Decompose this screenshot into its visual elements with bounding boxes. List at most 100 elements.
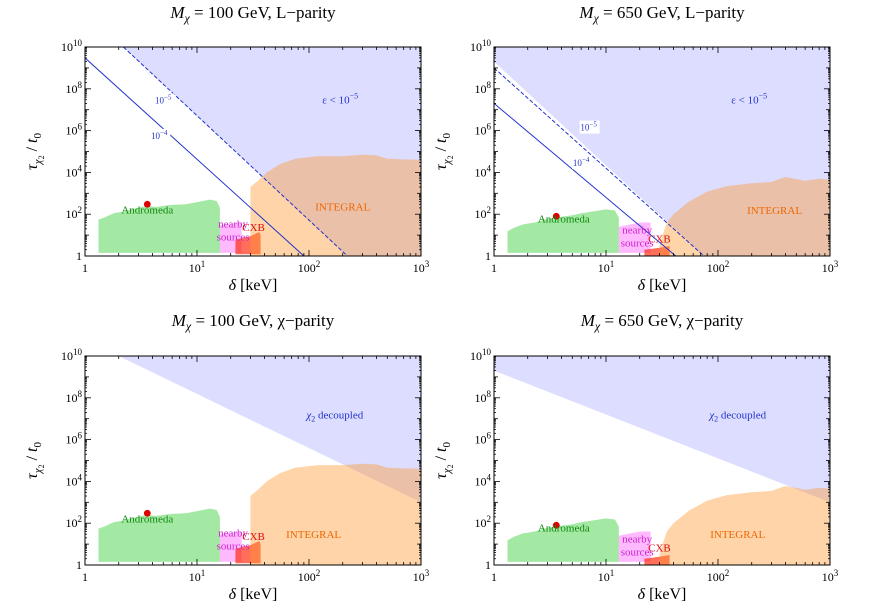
x-tick-label: 1	[491, 570, 497, 584]
x-axis-label: δ [keV]	[638, 277, 687, 294]
region-label: nearby sources	[217, 527, 250, 552]
region-label: nearby sources	[621, 534, 654, 559]
region-label: Andromeda	[538, 523, 590, 535]
y-tick-label: 106	[66, 431, 83, 447]
chart-title: Mχ = 100 GeV, χ−parity	[171, 311, 335, 333]
y-tick-label: 104	[66, 163, 83, 179]
y-tick-label: 104	[66, 472, 83, 488]
region-andromeda	[507, 209, 619, 253]
contour-label: 10−4	[151, 129, 168, 141]
label-backing	[154, 93, 175, 107]
region--10-	[494, 47, 830, 256]
y-tick-label: 108	[66, 389, 83, 405]
y-tick-label: 106	[66, 122, 83, 138]
plot-area	[494, 356, 830, 565]
x-tick-label: 101	[598, 259, 615, 275]
region-label: Andromeda	[121, 204, 173, 216]
x-axis-label: δ [keV]	[229, 277, 278, 294]
y-axis-label: τχ2 / t0	[24, 133, 46, 170]
region-label: nearby sources	[621, 225, 654, 250]
region-integral	[659, 486, 830, 565]
region-nearby-sources	[618, 531, 651, 562]
y-tick-label: 108	[475, 389, 492, 405]
region-label: INTEGRAL	[315, 202, 370, 214]
region-nearby-sources	[618, 222, 651, 253]
plot-area	[98, 356, 421, 565]
y-tick-label: 1010	[470, 347, 492, 363]
x-tick-label: 1	[82, 261, 88, 275]
contour-label: 10−5	[580, 121, 597, 133]
region-label: χ2 decoupled	[305, 410, 363, 424]
x-tick-label: 1002	[707, 568, 730, 584]
y-tick-label: 1010	[61, 347, 83, 363]
region-label: CXB	[648, 542, 671, 554]
region-label: ε < 10−5	[731, 91, 767, 106]
contour-label: 10−4	[573, 156, 590, 168]
plot-area	[494, 47, 830, 256]
contour-label: 10−5	[155, 93, 172, 105]
y-tick-label: 1010	[61, 38, 83, 54]
y-tick-label: 106	[475, 431, 492, 447]
y-axis-label: τχ2 / t0	[24, 442, 46, 479]
data-point	[143, 200, 151, 208]
region--10-	[123, 47, 421, 256]
chart-title: Mχ = 650 GeV, L−parity	[578, 3, 745, 25]
y-tick-label: 104	[475, 163, 492, 179]
label-backing	[579, 120, 600, 134]
region-label: nearby sources	[217, 218, 250, 243]
region-label: INTEGRAL	[286, 529, 341, 541]
region-label: INTEGRAL	[747, 205, 802, 217]
y-tick-label: 1	[485, 558, 491, 572]
y-tick-label: 104	[475, 472, 492, 488]
x-tick-label: 103	[822, 259, 839, 275]
region-cxb	[644, 246, 670, 256]
x-tick-label: 103	[413, 568, 430, 584]
plot-area	[85, 47, 421, 256]
data-point	[143, 509, 151, 517]
data-point	[552, 521, 560, 529]
y-axis-label: τχ2 / t0	[433, 133, 455, 170]
region-label: Andromeda	[538, 214, 590, 226]
y-axis-label: τχ2 / t0	[433, 442, 455, 479]
region-integral	[250, 154, 421, 256]
x-tick-label: 101	[189, 568, 206, 584]
region-label: χ2 decoupled	[708, 410, 766, 424]
region-label: ε < 10−5	[322, 91, 358, 106]
x-axis-label: δ [keV]	[229, 586, 278, 602]
y-tick-label: 102	[475, 514, 492, 530]
y-tick-label: 102	[66, 514, 83, 530]
region-label: Andromeda	[121, 513, 173, 525]
x-tick-label: 1	[491, 261, 497, 275]
x-tick-label: 1002	[298, 568, 321, 584]
chart-title: Mχ = 100 GeV, L−parity	[169, 3, 336, 25]
y-tick-label: 108	[66, 80, 83, 96]
region-cxb	[644, 555, 670, 565]
y-tick-label: 1	[485, 249, 491, 263]
data-point	[552, 212, 560, 220]
contour-line-eps-1e-5	[494, 67, 705, 256]
region-andromeda	[98, 508, 220, 562]
label-backing	[150, 128, 171, 142]
region--2-decoupled	[118, 356, 421, 503]
x-tick-label: 101	[189, 259, 206, 275]
y-tick-label: 1	[76, 558, 82, 572]
region-label: CXB	[242, 531, 265, 543]
x-tick-label: 103	[413, 259, 430, 275]
y-tick-label: 1010	[470, 38, 492, 54]
x-axis-label: δ [keV]	[638, 586, 687, 602]
region-cxb	[235, 232, 261, 255]
y-tick-label: 102	[66, 205, 83, 221]
y-tick-label: 1	[76, 249, 82, 263]
region-label: CXB	[242, 222, 265, 234]
region-andromeda	[507, 518, 619, 562]
contour-line-eps-1e-4	[494, 103, 677, 256]
y-tick-label: 102	[475, 205, 492, 221]
label-backing	[572, 156, 593, 170]
region-integral	[250, 463, 421, 565]
x-tick-label: 1002	[298, 259, 321, 275]
